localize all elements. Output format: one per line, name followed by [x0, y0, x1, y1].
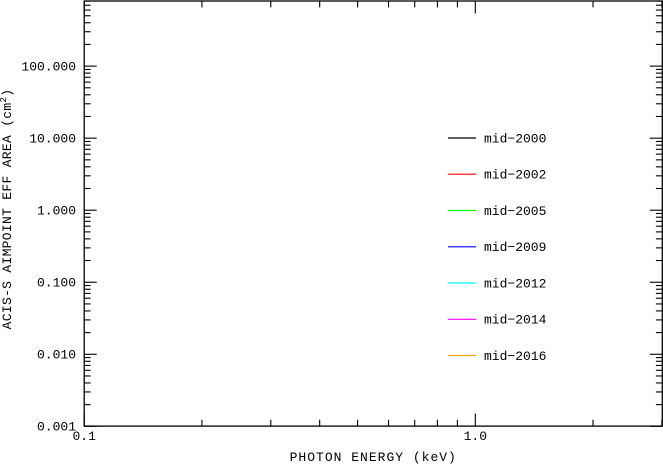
svg-text:0.1: 0.1 — [72, 429, 96, 444]
svg-text:ACIS-S AIMPOINT EFF AREA (cm2): ACIS-S AIMPOINT EFF AREA (cm2) — [0, 89, 15, 330]
svg-text:mid−2000: mid−2000 — [484, 131, 546, 146]
svg-text:1.000: 1.000 — [37, 204, 76, 219]
svg-text:10.000: 10.000 — [29, 131, 76, 146]
svg-text:1.0: 1.0 — [464, 429, 487, 444]
svg-text:mid−2002: mid−2002 — [484, 168, 546, 183]
svg-text:0.100: 0.100 — [37, 276, 76, 291]
svg-text:0.010: 0.010 — [37, 348, 76, 363]
svg-text:mid−2016: mid−2016 — [484, 349, 546, 364]
svg-text:PHOTON ENERGY (keV): PHOTON ENERGY (keV) — [290, 450, 457, 465]
svg-text:0.001: 0.001 — [37, 420, 76, 435]
svg-text:mid−2012: mid−2012 — [484, 276, 546, 291]
svg-text:100.000: 100.000 — [21, 59, 76, 74]
svg-text:mid−2005: mid−2005 — [484, 204, 546, 219]
svg-text:mid−2009: mid−2009 — [484, 240, 546, 255]
svg-text:mid−2014: mid−2014 — [484, 313, 547, 328]
